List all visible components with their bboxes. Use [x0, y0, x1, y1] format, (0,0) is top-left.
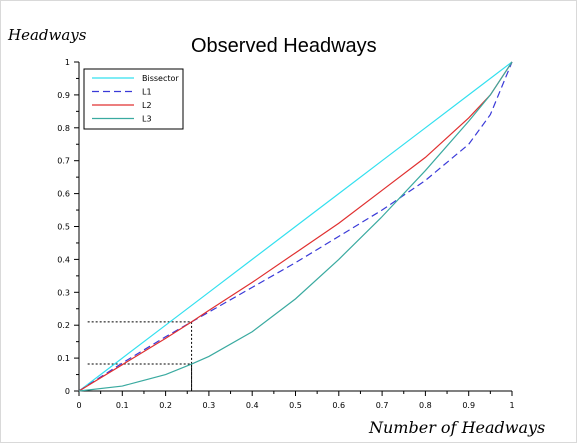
x-tick-label: 0.9	[462, 401, 475, 410]
chart-title: Observed Headways	[191, 35, 377, 57]
legend-label-l3: L3	[142, 115, 152, 124]
x-tick-label: 0	[76, 401, 81, 410]
x-tick-label: 0.2	[159, 401, 172, 410]
legend-label-l1: L1	[142, 88, 152, 97]
x-tick-label: 1	[509, 401, 514, 410]
y-tick-label: 0.7	[57, 157, 70, 166]
x-tick-label: 0.4	[246, 401, 259, 410]
series-line-l1	[78, 61, 513, 392]
y-tick-label: 0.8	[57, 124, 70, 133]
y-tick-label: 0.2	[57, 321, 70, 330]
series-line-bissector	[78, 61, 513, 392]
y-tick-label: 0.9	[57, 91, 70, 100]
y-tick-label: 1	[65, 58, 70, 67]
x-tick-label: 0.1	[116, 401, 129, 410]
series-line-l3	[78, 61, 513, 392]
x-tick-label: 0.8	[419, 401, 432, 410]
x-axis-label: Number of Headways	[369, 418, 546, 437]
y-tick-label: 0.1	[57, 354, 70, 363]
legend-label-l2: L2	[142, 101, 152, 110]
y-tick-label: 0	[65, 387, 70, 396]
x-tick-label: 0.6	[332, 401, 345, 410]
series-line-l2	[78, 61, 513, 392]
y-tick-label: 0.5	[57, 223, 70, 232]
x-tick-label: 0.5	[289, 401, 302, 410]
y-tick-label: 0.3	[57, 288, 70, 297]
x-tick-label: 0.7	[376, 401, 389, 410]
y-axis-label: Headways	[8, 26, 87, 44]
y-tick-label: 0.4	[57, 255, 70, 264]
y-tick-label: 0.6	[57, 190, 70, 199]
legend-label-bissector: Bissector	[142, 74, 179, 83]
x-tick-label: 0.3	[203, 401, 216, 410]
